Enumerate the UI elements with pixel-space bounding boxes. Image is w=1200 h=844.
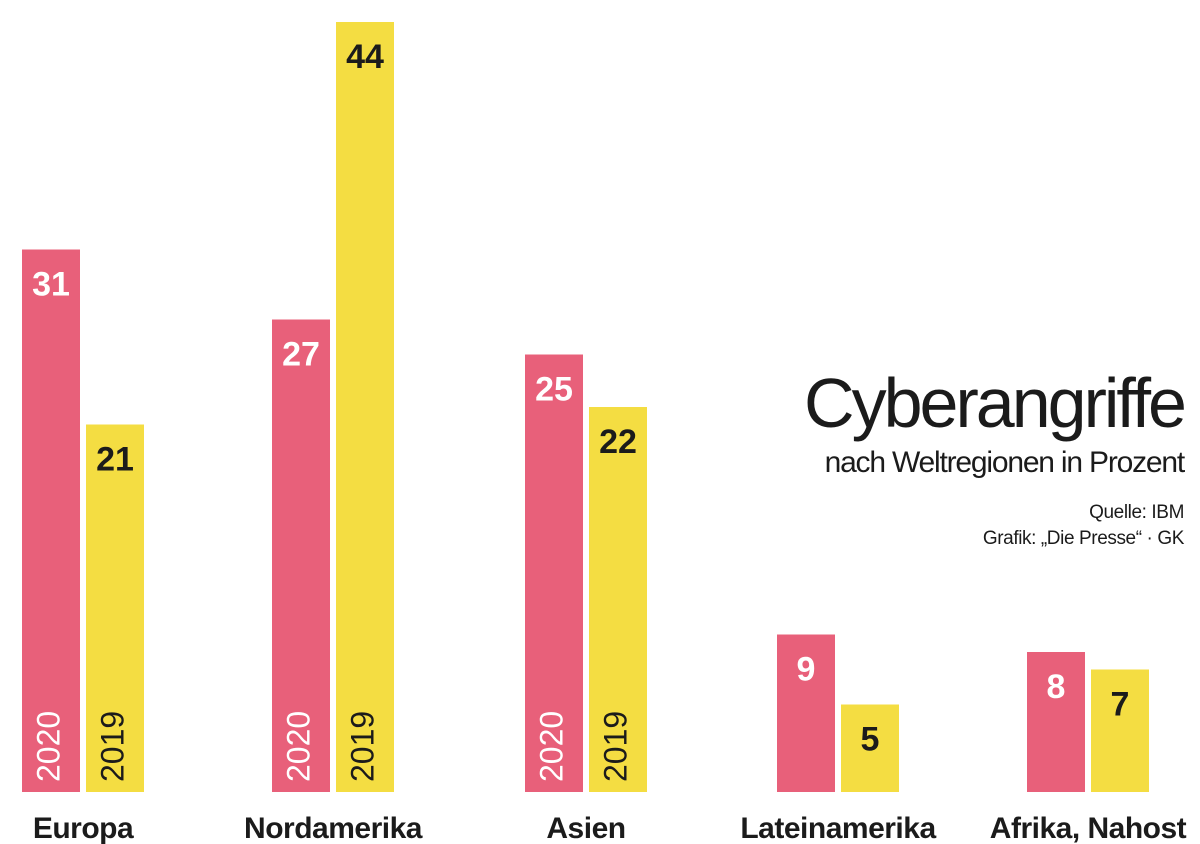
source-note: Quelle: IBM <box>1089 502 1184 523</box>
credits: Quelle: IBM Grafik: „Die Presse“ · GK <box>804 500 1185 552</box>
year-label-2020-1: 2020 <box>280 711 316 782</box>
value-label-2019-2: 22 <box>599 423 637 461</box>
bar-2019-1 <box>336 22 394 792</box>
value-label-2019-3: 5 <box>861 721 880 759</box>
value-label-2019-4: 7 <box>1111 686 1130 724</box>
year-label-2020-0: 2020 <box>30 711 66 782</box>
value-label-2019-0: 21 <box>96 441 134 479</box>
title-block: Cyberangriffe nach Weltregionen in Proze… <box>804 362 1187 552</box>
year-label-2019-0: 2019 <box>94 711 130 782</box>
bar-2020-0 <box>22 249 80 792</box>
value-label-2020-3: 9 <box>797 651 816 689</box>
graphic-credit: Grafik: „Die Presse“ · GK <box>982 528 1185 549</box>
bar-2019-4 <box>1091 669 1149 792</box>
bar-2020-1 <box>272 319 330 792</box>
bar-2020-2 <box>525 354 583 792</box>
value-label-2020-0: 31 <box>32 266 70 304</box>
value-label-2020-4: 8 <box>1047 668 1066 706</box>
bar-2019-3 <box>841 704 899 792</box>
category-label-4: Afrika, Nahost <box>990 812 1187 844</box>
year-label-2019-1: 2019 <box>344 711 380 782</box>
value-label-2020-2: 25 <box>535 371 573 409</box>
bar-2020-4 <box>1027 652 1085 792</box>
bar-2019-2 <box>589 407 647 792</box>
bar-2020-3 <box>777 634 835 792</box>
year-label-2020-2: 2020 <box>533 711 569 782</box>
value-label-2019-1: 44 <box>346 38 384 76</box>
category-label-3: Lateinamerika <box>740 812 936 844</box>
chart-title: Cyberangriffe <box>804 364 1187 442</box>
bar-2019-0 <box>86 424 144 792</box>
year-label-2019-2: 2019 <box>597 711 633 782</box>
chart-subtitle: nach Weltregionen in Prozent <box>824 446 1186 479</box>
value-label-2020-1: 27 <box>282 336 320 374</box>
category-label-0: Europa <box>33 812 134 844</box>
category-label-2: Asien <box>546 812 625 844</box>
category-label-1: Nordamerika <box>244 812 423 844</box>
